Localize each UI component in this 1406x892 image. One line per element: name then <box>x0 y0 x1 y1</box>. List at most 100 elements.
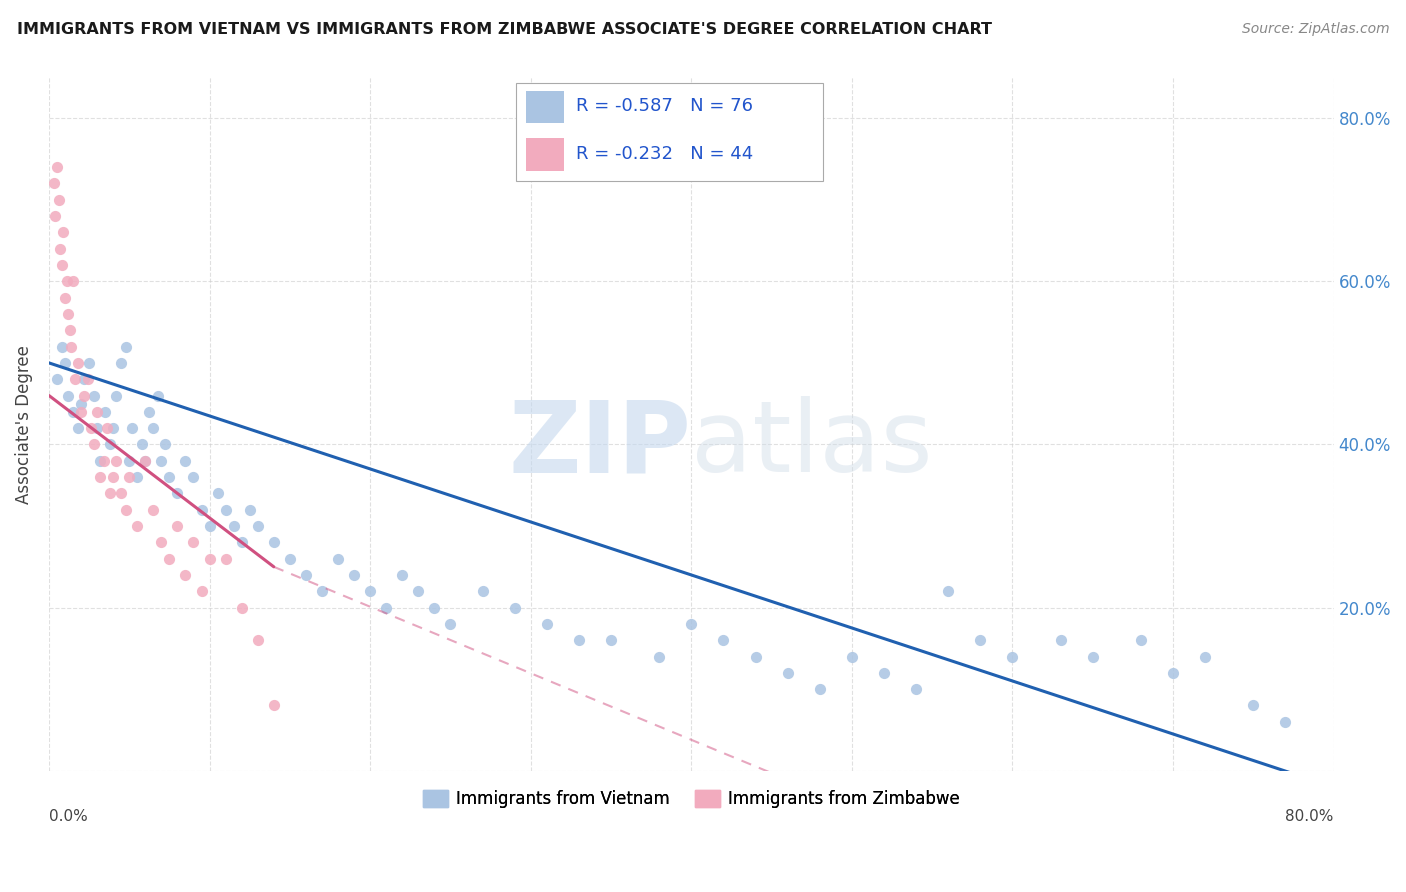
Point <box>375 600 398 615</box>
Point <box>138 405 160 419</box>
Point <box>190 584 212 599</box>
Point <box>239 502 262 516</box>
Point <box>150 535 173 549</box>
Point <box>222 519 245 533</box>
Point <box>153 437 176 451</box>
Point <box>1161 665 1184 680</box>
Text: ZIP: ZIP <box>509 396 692 493</box>
Point <box>46 160 69 174</box>
Point <box>503 600 526 615</box>
Point <box>776 665 799 680</box>
Point <box>1274 714 1296 729</box>
Point <box>681 616 703 631</box>
Point <box>1001 649 1024 664</box>
Point <box>744 649 766 664</box>
Point <box>1241 698 1264 713</box>
Point <box>873 665 896 680</box>
Point <box>311 584 333 599</box>
Point <box>231 535 253 549</box>
FancyBboxPatch shape <box>516 83 824 181</box>
Point <box>1081 649 1104 664</box>
Point <box>134 454 156 468</box>
Text: Source: ZipAtlas.com: Source: ZipAtlas.com <box>1241 22 1389 37</box>
Point <box>103 470 125 484</box>
Point <box>174 568 197 582</box>
Point <box>439 616 461 631</box>
Point <box>131 437 153 451</box>
Text: 0.0%: 0.0% <box>49 809 87 824</box>
Point <box>207 486 229 500</box>
Point <box>127 470 149 484</box>
Legend: Immigrants from Vietnam, Immigrants from Zimbabwe: Immigrants from Vietnam, Immigrants from… <box>416 783 966 814</box>
Point <box>359 584 381 599</box>
Point <box>62 274 84 288</box>
Point <box>80 421 103 435</box>
Point <box>96 421 118 435</box>
FancyBboxPatch shape <box>526 91 564 123</box>
Point <box>936 584 959 599</box>
Point <box>808 682 831 697</box>
FancyBboxPatch shape <box>526 137 564 170</box>
Point <box>76 372 98 386</box>
Point <box>66 356 89 370</box>
Point <box>49 242 72 256</box>
Point <box>62 405 84 419</box>
Point <box>263 698 285 713</box>
Point <box>58 307 80 321</box>
Point <box>110 486 132 500</box>
Point <box>73 388 96 402</box>
Point <box>183 470 205 484</box>
Point <box>66 421 89 435</box>
Point <box>58 388 80 402</box>
Point <box>905 682 928 697</box>
Point <box>118 454 141 468</box>
Point <box>157 470 180 484</box>
Point <box>142 421 165 435</box>
Point <box>183 535 205 549</box>
Text: IMMIGRANTS FROM VIETNAM VS IMMIGRANTS FROM ZIMBABWE ASSOCIATE'S DEGREE CORRELATI: IMMIGRANTS FROM VIETNAM VS IMMIGRANTS FR… <box>17 22 991 37</box>
Point <box>263 535 285 549</box>
Point <box>1049 633 1071 648</box>
Point <box>423 600 446 615</box>
Point <box>42 177 65 191</box>
Point <box>52 226 75 240</box>
Text: 80.0%: 80.0% <box>1285 809 1334 824</box>
Point <box>246 519 269 533</box>
Point <box>166 519 188 533</box>
Point <box>60 340 83 354</box>
Point <box>146 388 169 402</box>
Point <box>83 437 105 451</box>
Point <box>70 405 93 419</box>
Point <box>246 633 269 648</box>
Point <box>86 405 108 419</box>
Point <box>166 486 188 500</box>
Text: R = -0.587   N = 76: R = -0.587 N = 76 <box>576 97 754 115</box>
Point <box>127 519 149 533</box>
Point <box>568 633 591 648</box>
Point <box>83 388 105 402</box>
Y-axis label: Associate's Degree: Associate's Degree <box>15 344 32 503</box>
Point <box>70 397 93 411</box>
Point <box>115 340 138 354</box>
Point <box>408 584 430 599</box>
Point <box>93 454 115 468</box>
Point <box>214 502 236 516</box>
Point <box>53 291 76 305</box>
Point <box>471 584 494 599</box>
Point <box>174 454 197 468</box>
Point <box>536 616 558 631</box>
Point <box>198 519 221 533</box>
Point <box>110 356 132 370</box>
Point <box>648 649 671 664</box>
Point <box>53 356 76 370</box>
Point <box>63 372 86 386</box>
Point <box>157 551 180 566</box>
Point <box>121 421 143 435</box>
Point <box>115 502 138 516</box>
Point <box>1194 649 1216 664</box>
Point <box>89 454 111 468</box>
Point <box>105 388 128 402</box>
Point <box>55 274 77 288</box>
Point <box>326 551 349 566</box>
Point <box>343 568 366 582</box>
